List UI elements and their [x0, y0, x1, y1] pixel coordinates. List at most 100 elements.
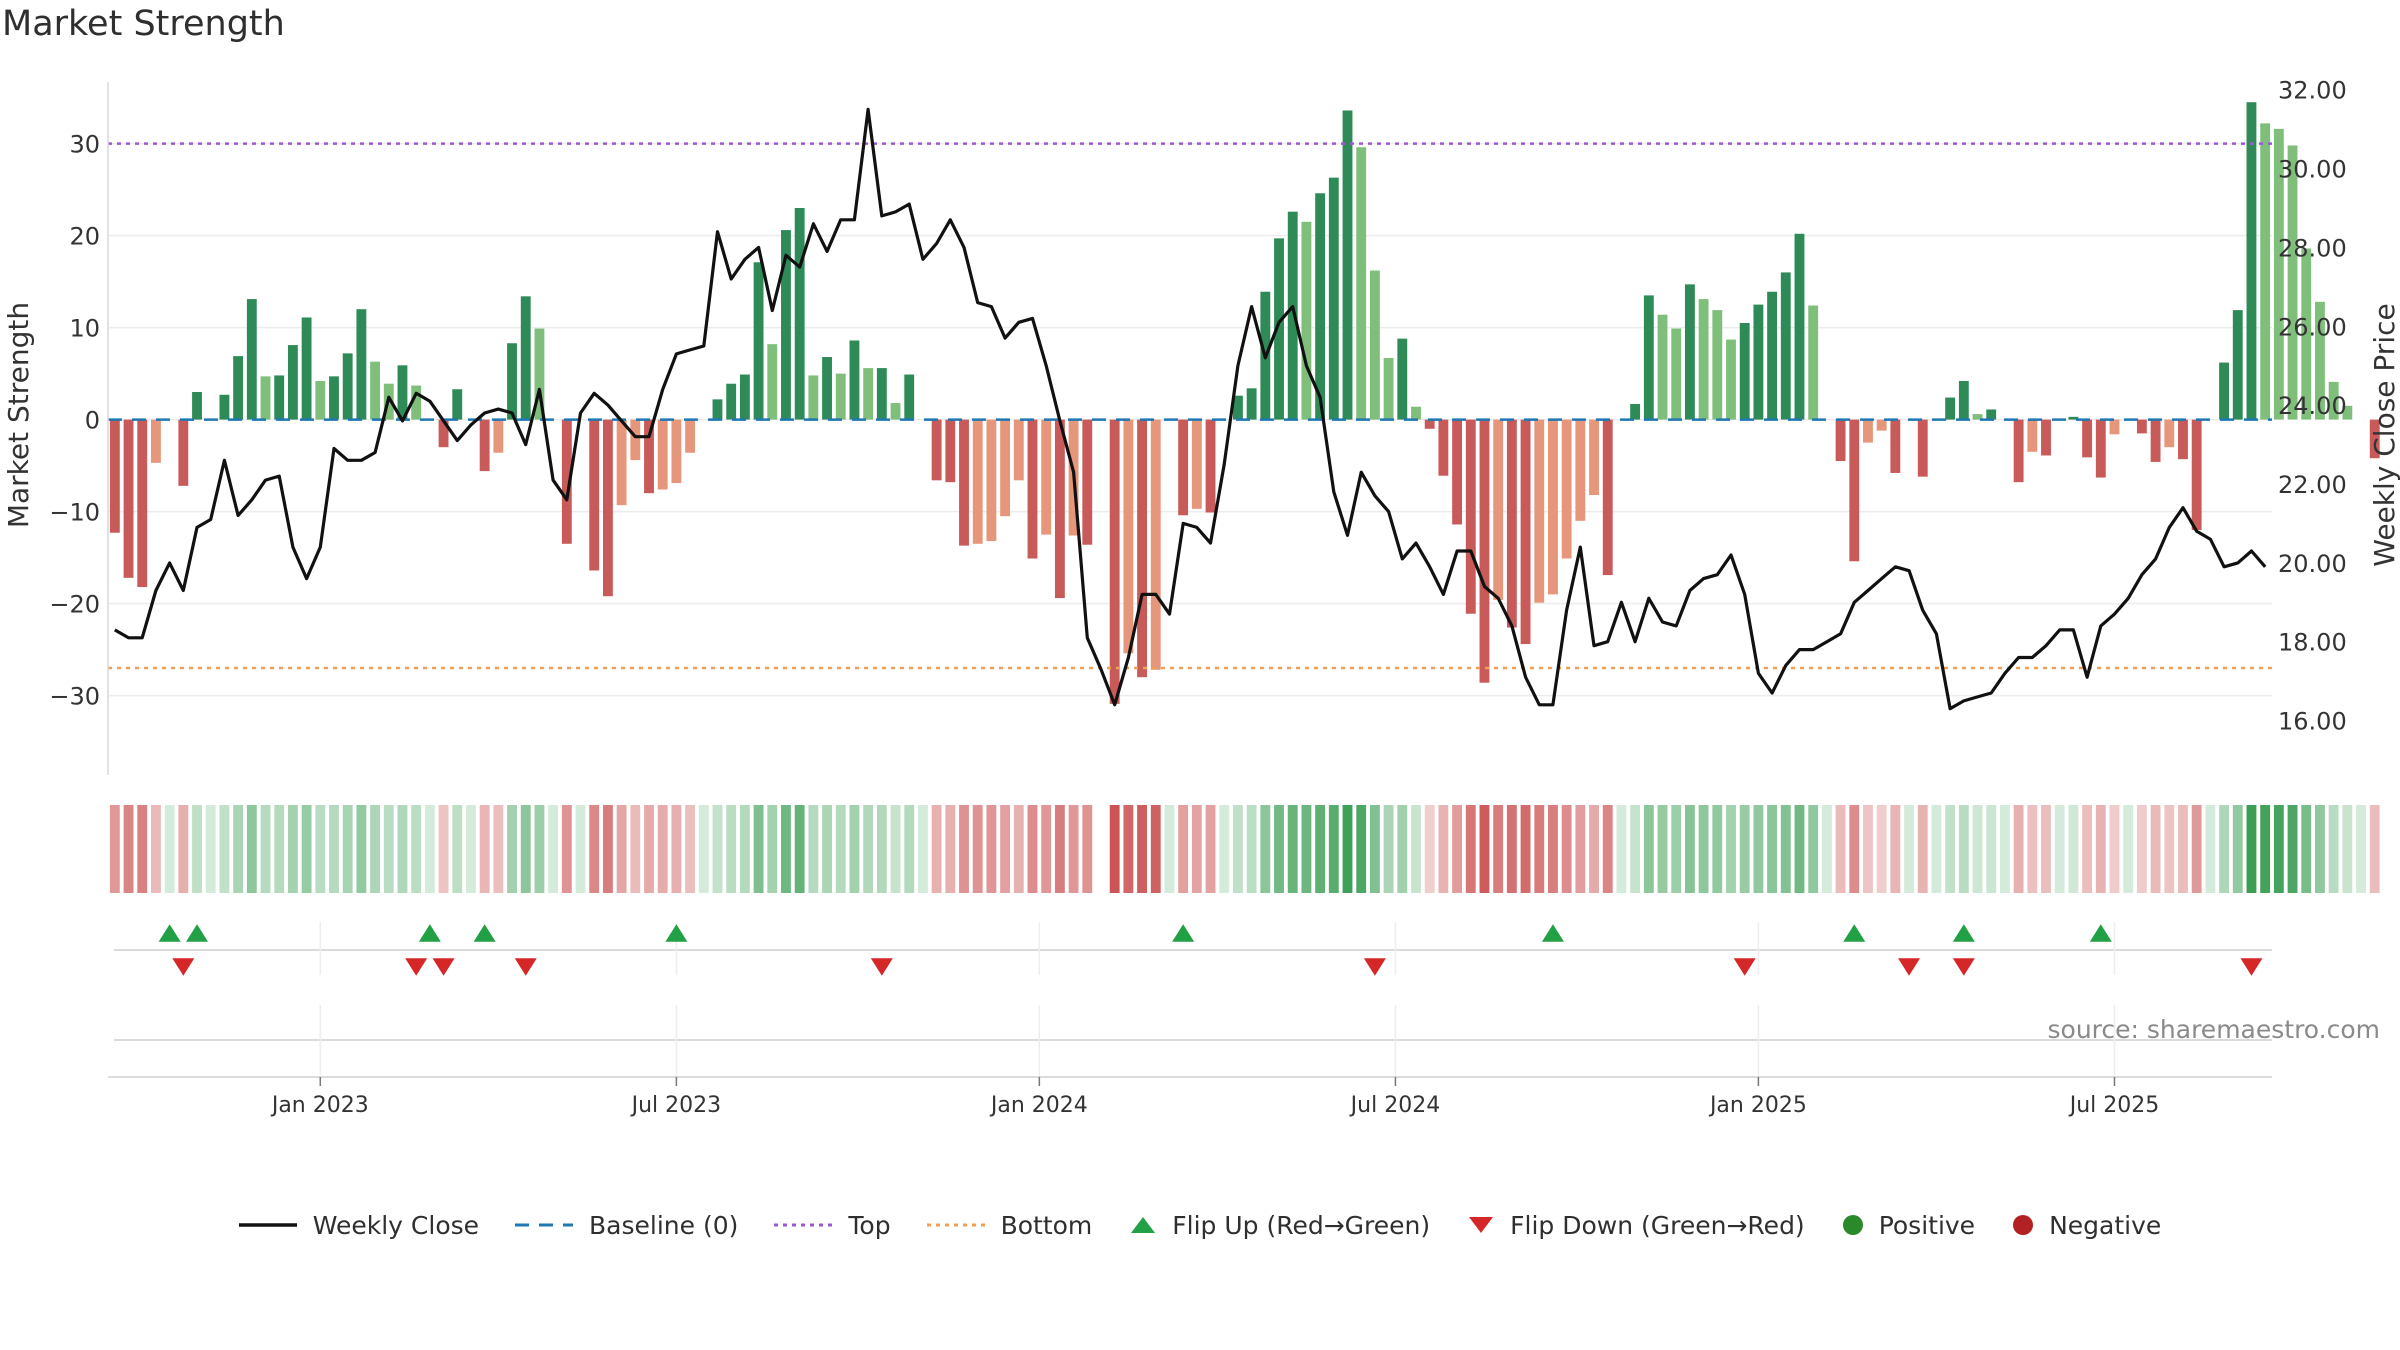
strength-bar: [2027, 419, 2038, 452]
strength-bar: [1972, 414, 1983, 420]
heat-cell: [1013, 805, 1024, 893]
strength-bar: [561, 419, 572, 544]
heat-cell: [1972, 805, 1983, 893]
flip-down-marker: [2240, 958, 2263, 976]
strength-bar: [1876, 419, 1887, 431]
heat-cell: [520, 805, 531, 893]
heat-cell: [1821, 805, 1832, 893]
heat-cell: [1945, 805, 1956, 893]
heat-cell: [1534, 805, 1545, 893]
heat-cell: [1164, 805, 1175, 893]
heat-cell: [2219, 805, 2229, 893]
heat-cell: [151, 805, 161, 893]
flip-down-marker: [1898, 958, 1921, 976]
heat-cell: [917, 805, 928, 893]
flip-up-marker: [1172, 924, 1195, 942]
strength-bar: [1780, 272, 1791, 420]
heat-cell: [1137, 805, 1147, 893]
strength-bar: [2301, 248, 2312, 420]
strength-bar: [2260, 123, 2271, 420]
heat-cell: [2041, 805, 2051, 893]
heat-cell: [1616, 805, 1627, 893]
strength-bar: [671, 419, 682, 484]
strength-bar: [616, 419, 627, 506]
flip-up-marker: [1952, 924, 1975, 942]
strength-bar: [1054, 419, 1065, 599]
strength-bar: [2315, 301, 2325, 420]
heat-cell: [1178, 805, 1189, 893]
heat-cell: [1328, 805, 1339, 893]
heat-cell: [1082, 805, 1093, 893]
heat-cell: [1356, 805, 1367, 893]
strength-bar: [2041, 419, 2051, 456]
strength-bar: [822, 357, 832, 420]
strength-bar: [2219, 362, 2229, 420]
strength-bar: [1890, 419, 1901, 473]
strength-bar: [876, 368, 887, 420]
chart-title: Market Strength: [2, 4, 285, 44]
heat-cell: [356, 805, 367, 893]
strength-bar: [1342, 110, 1353, 420]
heat-cell: [1438, 805, 1449, 893]
strength-bar: [356, 309, 367, 420]
heat-cell: [1301, 805, 1312, 893]
strength-bar: [2191, 419, 2202, 530]
strength-bar: [151, 419, 161, 463]
left-tick-label: −10: [49, 499, 100, 527]
strength-bar: [246, 299, 257, 420]
strength-bar: [438, 419, 449, 448]
strength-bar: [233, 356, 244, 420]
heat-cell: [534, 805, 545, 893]
heat-cell: [1219, 805, 1230, 893]
heat-cell: [1643, 805, 1654, 893]
strength-bar: [1548, 419, 1558, 595]
right-tick-label: 24.00: [2278, 392, 2347, 420]
strength-bar: [1726, 339, 1736, 420]
strength-bar: [1986, 409, 1997, 420]
flip-down-marker: [514, 958, 537, 976]
strength-bar: [1808, 305, 1819, 420]
heat-cell: [1917, 805, 1928, 893]
heat-cell: [342, 805, 353, 893]
strength-bar: [1301, 221, 1312, 420]
heat-cell: [1794, 805, 1805, 893]
heat-cell: [246, 805, 257, 893]
heat-cell: [507, 805, 517, 893]
strength-bar: [315, 380, 326, 420]
strength-bar: [2109, 419, 2120, 435]
heat-cell: [1506, 805, 1517, 893]
heat-cell: [849, 805, 860, 893]
heat-cell: [698, 805, 709, 893]
strength-bar: [1767, 291, 1778, 420]
heat-cell: [274, 805, 285, 893]
x-tick-label: Jan 2024: [989, 1093, 1088, 1118]
strength-bar: [1000, 419, 1011, 517]
strength-bar: [1027, 419, 1038, 559]
heat-cell: [712, 805, 723, 893]
heat-cell: [1287, 805, 1298, 893]
heat-cell: [383, 805, 394, 893]
strength-bar: [1534, 419, 1545, 603]
right-tick-label: 16.00: [2278, 708, 2347, 736]
strength-bar: [1205, 419, 1216, 513]
heat-cell: [1274, 805, 1284, 893]
heat-cell: [2027, 805, 2038, 893]
legend-label: Bottom: [1000, 1210, 1093, 1240]
strength-bar: [739, 374, 750, 420]
right-tick-label: 18.00: [2278, 629, 2347, 657]
strength-bar: [301, 317, 312, 420]
heat-cell: [1424, 805, 1435, 893]
strength-bar: [1123, 419, 1134, 654]
strength-bar: [1191, 419, 1202, 509]
weekly-close-series: [114, 107, 2267, 711]
strength-bar: [602, 419, 613, 597]
heat-cell: [2273, 805, 2284, 893]
axes: 30 20 10 0 −10 −20 −30 32.00 30.00 28.00 26.00 24.0…: [2, 77, 2400, 1118]
legend-symbol-flip_up-icon: [1131, 1217, 1156, 1233]
heat-cell: [602, 805, 613, 893]
strength-bar: [1849, 419, 1860, 562]
legend-symbol-close-icon: [238, 1223, 297, 1227]
heat-cell: [1260, 805, 1271, 893]
heat-cell: [1712, 805, 1723, 893]
flip-down-marker: [870, 958, 893, 976]
